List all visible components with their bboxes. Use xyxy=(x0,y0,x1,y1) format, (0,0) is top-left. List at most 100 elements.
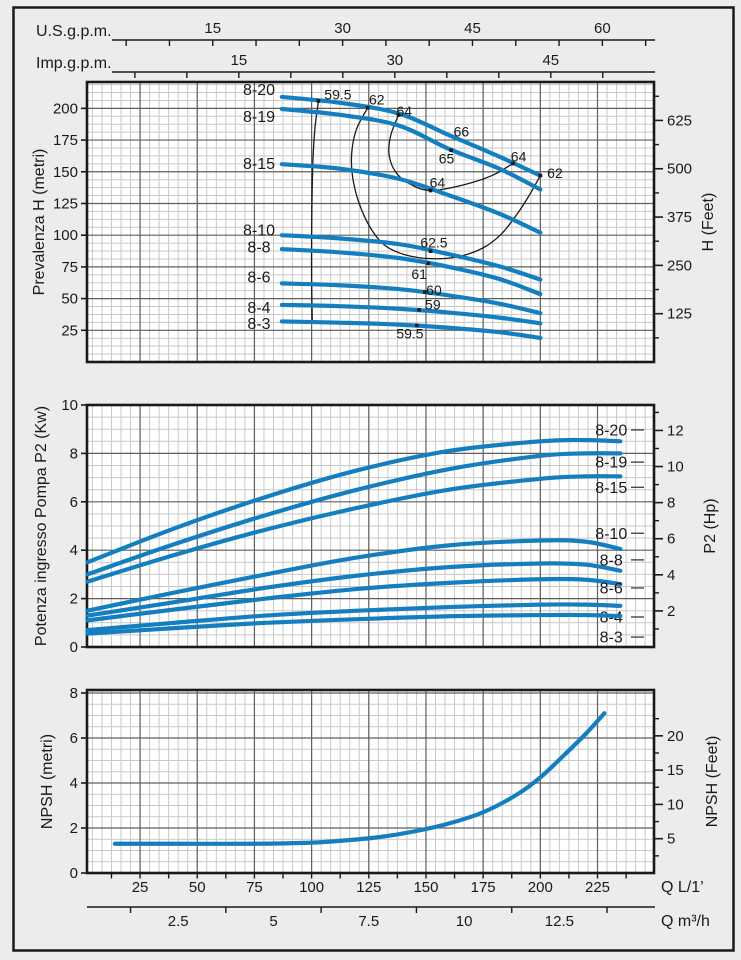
y-axis-right-tick-label: 6 xyxy=(667,531,675,548)
pump-curve xyxy=(279,302,543,326)
ruler-title: Imp.g.p.m. xyxy=(36,55,112,72)
y-axis-right-tick-label: 4 xyxy=(667,567,675,584)
y-axis-right-tick-label: 10 xyxy=(667,459,684,476)
y-axis-right-tick-label: 20 xyxy=(667,728,684,745)
ruler-tick-label: 30 xyxy=(386,52,403,69)
efficiency-label: 62.5 xyxy=(420,234,447,250)
efficiency-label: 60 xyxy=(426,282,442,298)
left-axis: 0 2 4 6 8 NPSH (metri) xyxy=(39,685,87,882)
curve-label: 8-19 xyxy=(595,455,627,472)
outer-frame xyxy=(12,6,735,952)
efficiency-dot xyxy=(511,161,515,166)
y-axis-right-tick-label: 2 xyxy=(667,603,675,620)
curve-label: 8-3 xyxy=(247,316,270,333)
x-axis-title: Q L/1’ xyxy=(661,879,704,896)
x-axis-tick-label: 225 xyxy=(585,879,610,896)
ruler-tick-label: 45 xyxy=(542,52,559,69)
y-axis-tick-label: 0 xyxy=(70,865,78,882)
ruler-tick-label: 60 xyxy=(594,20,611,37)
efficiency-label: 64 xyxy=(511,149,527,165)
y-axis-tick-label: 8 xyxy=(70,445,78,462)
ruler-tick-label: 15 xyxy=(204,20,221,37)
efficiency-label: 65 xyxy=(439,151,455,167)
y-axis-right-tick-label: 250 xyxy=(667,257,692,274)
y-axis-right-tick-label: 375 xyxy=(667,209,692,226)
ruler-tick-label: 15 xyxy=(231,52,248,69)
power-chart: 0 2 4 6 8 10 Potenza ingresso Pompa P2 (Kw) 2 4 6… xyxy=(33,397,719,656)
head-chart: 25 50 75 100 125 150 175 200 Prevalenza H (metri… xyxy=(31,80,717,364)
pump-curve xyxy=(85,538,623,613)
efficiency-label: 62 xyxy=(547,165,563,181)
y-axis-title-right: NPSH (Feet) xyxy=(704,736,721,828)
curve-label: 8-8 xyxy=(600,552,623,569)
efficiency-dot xyxy=(449,148,453,153)
pump-curve xyxy=(85,602,623,633)
efficiency-dot xyxy=(365,105,370,110)
y-axis-title-right: H (Feet) xyxy=(700,193,717,252)
efficiency-dot xyxy=(538,173,543,178)
y-axis-tick-label: 125 xyxy=(53,195,78,212)
x-axis-tick-label: 150 xyxy=(413,879,438,896)
ruler-tick-label: 5 xyxy=(269,913,277,930)
y-axis-tick-label: 0 xyxy=(70,639,78,656)
efficiency-dot xyxy=(417,307,421,312)
efficiency-dot xyxy=(428,188,433,193)
plot-border xyxy=(85,688,656,875)
pump-curve xyxy=(85,612,623,636)
curve-label: 8-10 xyxy=(595,526,627,543)
us-gpm-ruler: 15 30 45 60 U.S.g.p.m. xyxy=(36,20,655,46)
y-axis-right-tick-label: 10 xyxy=(667,796,684,813)
efficiency-label: 66 xyxy=(454,123,470,139)
curve-label: 8-19 xyxy=(243,109,275,126)
y-axis-title-right: P2 (Hp) xyxy=(702,498,719,553)
x-axis-tick-label: 200 xyxy=(528,879,553,896)
right-axis: 2 4 6 8 10 12 P2 (Hp) xyxy=(654,411,719,630)
pump-curve xyxy=(279,319,543,341)
y-axis-tick-label: 150 xyxy=(53,164,78,181)
x-axis-tick-label: 100 xyxy=(299,879,324,896)
x-axis-tick-label: 175 xyxy=(471,879,496,896)
pump-curve xyxy=(279,162,543,235)
y-axis-right-tick-label: 5 xyxy=(667,831,675,848)
efficiency-label: 64 xyxy=(396,103,412,119)
curve-label: 8-15 xyxy=(243,156,275,173)
ruler-tick-label: 12.5 xyxy=(545,913,574,930)
x-axis-tick-label: 75 xyxy=(246,879,263,896)
efficiency-dot xyxy=(316,99,321,103)
y-axis-tick-label: 25 xyxy=(61,322,78,339)
x-axis-tick-label: 25 xyxy=(132,879,149,896)
efficiency-label: 59.5 xyxy=(324,87,351,103)
efficiency-dot xyxy=(426,261,431,266)
y-axis-tick-label: 200 xyxy=(53,100,78,117)
x-axis-tick-label: 50 xyxy=(189,879,206,896)
curve-label: 8-20 xyxy=(595,422,627,439)
pump-curve xyxy=(85,561,623,618)
right-axis: 125 250 375 500 625 H (Feet) xyxy=(654,95,717,339)
curve-label: 8-3 xyxy=(600,630,623,647)
y-axis-right-tick-label: 125 xyxy=(667,306,692,323)
efficiency-label: 61 xyxy=(411,266,427,282)
ruler-tick-label: 2.5 xyxy=(168,913,189,930)
efficiency-contour xyxy=(388,114,514,192)
curve-label: 8-10 xyxy=(243,223,275,240)
efficiency-label: 59 xyxy=(425,296,441,312)
y-axis-tick-label: 10 xyxy=(61,397,78,414)
efficiency-label: 64 xyxy=(430,175,446,191)
y-axis-title-left: NPSH (metri) xyxy=(39,734,56,829)
pump-curve xyxy=(279,247,543,297)
y-axis-tick-label: 2 xyxy=(70,820,78,837)
efficiency-dot xyxy=(415,323,419,328)
pump-curve xyxy=(112,711,607,846)
pump-curve xyxy=(279,94,543,178)
pump-curve xyxy=(85,451,623,577)
x-axis-tick-label: 125 xyxy=(356,879,381,896)
pump-curve xyxy=(85,437,623,565)
npsh-chart: 0 2 4 6 8 NPSH (metri) 5 10 15 20 NPSH (Feet) xyxy=(39,685,721,882)
m3h-ruler: 2.5 5 7.5 10 12.5 Q m³/h xyxy=(87,906,710,930)
y-axis-tick-label: 6 xyxy=(70,730,78,747)
curve-label: 8-20 xyxy=(243,82,275,99)
y-axis-right-tick-label: 625 xyxy=(667,112,692,129)
plot-border xyxy=(85,80,656,364)
